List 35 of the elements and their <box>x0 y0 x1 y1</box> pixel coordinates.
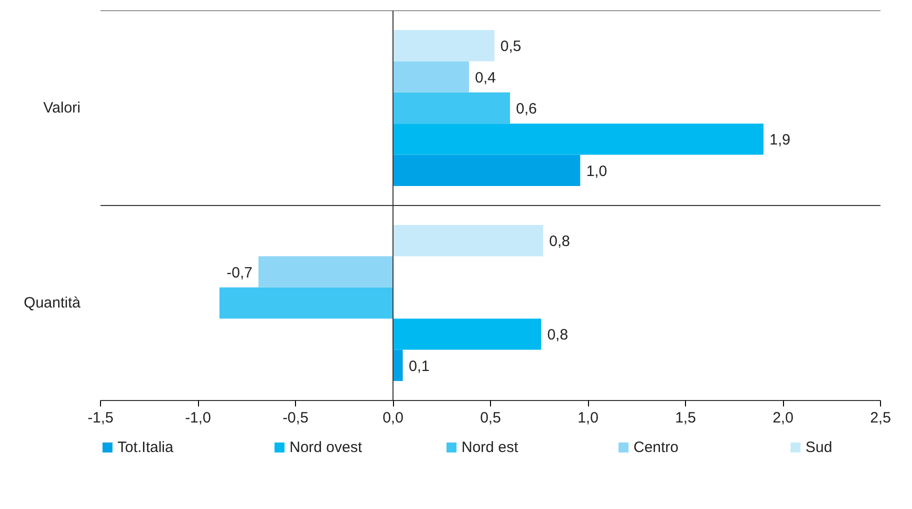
bar <box>219 287 393 319</box>
y-tick-label: Valori <box>43 100 81 116</box>
bar <box>393 30 494 62</box>
bar <box>393 318 542 350</box>
bar <box>393 92 510 124</box>
data-label: 0,4 <box>475 69 496 86</box>
legend-label: Sud <box>806 439 832 456</box>
legend-label: Centro <box>634 439 679 456</box>
x-tick-label: -1,0 <box>185 410 211 426</box>
bar <box>393 350 403 381</box>
bar <box>258 256 393 288</box>
data-label: 0,5 <box>500 38 522 56</box>
data-label: 0,1 <box>408 358 430 375</box>
x-tick-label: 0,5 <box>480 410 501 426</box>
data-label: 0,8 <box>547 326 568 344</box>
y-tick-label: Quantità <box>24 294 82 312</box>
data-label: 1,0 <box>586 162 608 180</box>
legend-label: Nord ovest <box>290 439 363 456</box>
x-tick-label: 2,5 <box>870 410 891 426</box>
data-label: 0,6 <box>516 100 537 118</box>
legend-label: Tot.Italia <box>118 439 174 456</box>
bar <box>393 154 580 186</box>
x-tick-label: -0,5 <box>282 410 308 426</box>
data-label: -0,7 <box>226 264 252 282</box>
bar <box>393 61 470 92</box>
x-tick-label: -1,5 <box>88 410 114 426</box>
x-tick-label: 1,5 <box>675 410 696 426</box>
bar <box>393 124 764 155</box>
data-label: 1,9 <box>770 132 790 149</box>
x-tick-label: 1,0 <box>578 410 598 426</box>
data-label: 0,8 <box>549 233 570 250</box>
legend-label: Nord est <box>462 439 520 456</box>
bar <box>393 225 544 256</box>
x-tick-label: 2,0 <box>772 410 794 426</box>
x-tick-label: 0,0 <box>382 410 404 426</box>
